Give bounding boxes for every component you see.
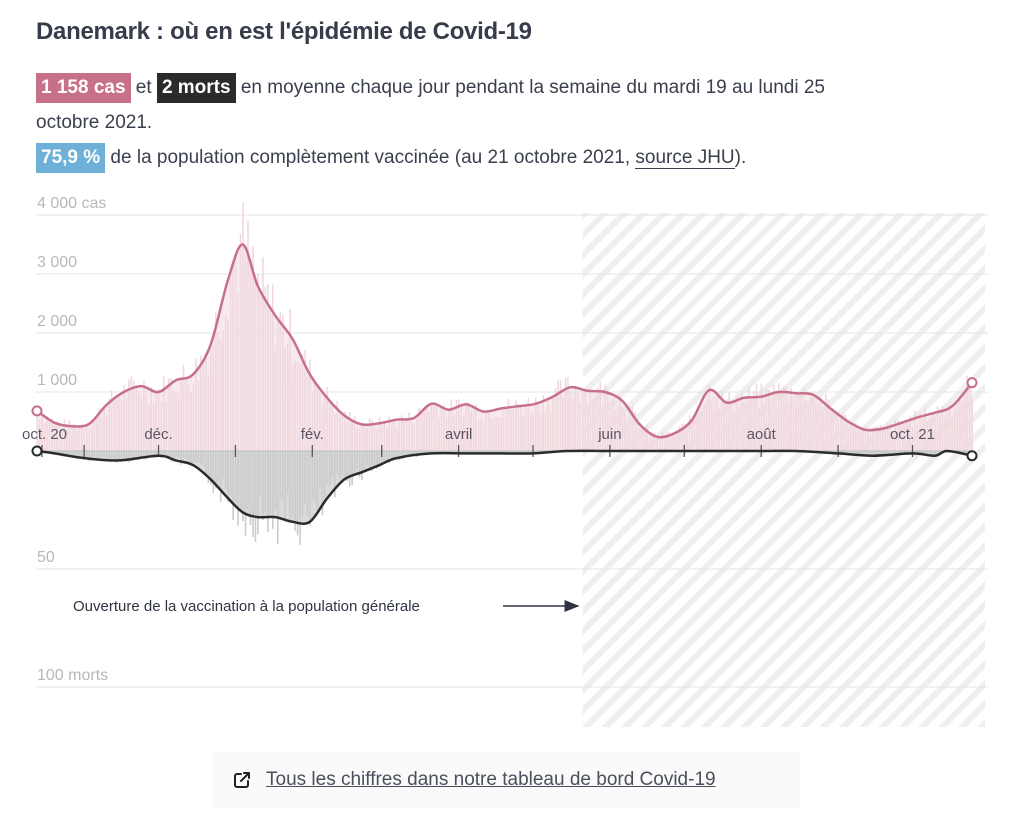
x-axis-label: fév. [301,426,324,443]
cases-axis-label: 3 000 [37,254,77,271]
deaths-start-point [31,445,43,457]
x-axis-label: juin [597,426,621,443]
deaths-axis-label: 100 morts [37,667,108,684]
summary-sentence-2: de la population complètement vaccinée (… [105,147,636,168]
external-link-icon [234,772,250,788]
daily-cases-bar [971,397,973,451]
dashboard-link-button[interactable]: Tous les chiffres dans notre tableau de … [212,752,800,808]
deaths-axis-label: 50 [37,549,55,566]
x-axis-label: août [747,426,777,443]
cases-start-point [31,405,43,417]
cases-badge: 1 158 cas [36,73,131,103]
summary-connector: et [130,77,157,98]
cases-axis-label: 4 000 cas [37,195,106,212]
page-title: Danemark : où en est l'épidémie de Covid… [36,18,532,45]
x-axis-label: oct. 21 [890,426,935,443]
deaths-end-point [966,450,978,462]
summary-sentence-1: en moyenne chaque jour pendant la semain… [36,77,825,133]
vaccination-badge: 75,9 % [36,143,106,173]
summary-text: 1 158 cas et 2 morts en moyenne chaque j… [36,70,876,175]
summary-sentence-2-end: ). [734,147,747,168]
dashboard-link-label: Tous les chiffres dans notre tableau de … [266,769,716,790]
cases-end-point [966,377,978,389]
x-axis-label: oct. 20 [22,426,67,443]
cases-axis-label: 1 000 [37,372,77,389]
cases-axis-label: 2 000 [37,313,77,330]
x-axis-label: déc. [144,426,172,443]
deaths-area [37,450,972,524]
source-link[interactable]: source JHU [635,147,735,169]
vaccination-annotation: Ouverture de la vaccination à la populat… [73,598,420,615]
vaccination-shaded-region [582,213,985,727]
covid-chart: 1 000 2 000 3 000 4 000 cas 50 100 morts oct. … [22,195,988,727]
x-axis-label: avril [445,426,473,443]
cases-area [37,244,972,451]
deaths-average-line [36,449,973,525]
cases-average-line [36,243,973,439]
deaths-badge: 2 morts [156,73,236,103]
